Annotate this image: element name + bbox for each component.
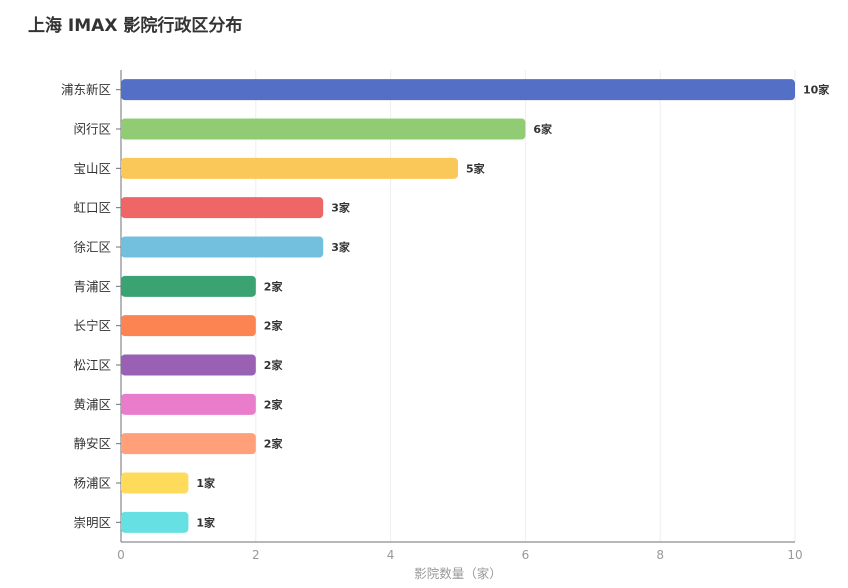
bar-9 [121,433,256,455]
data-label-2: 5家 [466,161,486,175]
category-label-2: 宝山区 [73,161,111,176]
data-label-3: 3家 [331,201,351,215]
data-label-9: 2家 [264,437,284,451]
x-tick-label-3: 6 [522,548,530,562]
data-label-4: 3家 [331,240,351,254]
category-label-4: 徐汇区 [73,240,111,255]
x-tick-label-1: 2 [252,548,260,562]
bar-0 [121,79,795,101]
data-label-0: 10家 [803,83,830,97]
data-label-7: 2家 [264,358,284,372]
data-label-6: 2家 [264,319,284,333]
bar-3 [121,197,324,219]
bar-11 [121,511,189,533]
bar-4 [121,236,324,258]
bar-8 [121,393,256,415]
x-tick-label-2: 4 [387,548,395,562]
x-tick-label-4: 8 [656,548,664,562]
category-label-6: 长宁区 [73,318,111,333]
category-label-11: 崇明区 [73,515,111,530]
bar-7 [121,354,256,376]
category-label-3: 虹口区 [73,200,111,215]
bar-2 [121,157,458,179]
category-label-5: 青浦区 [73,279,111,294]
data-label-8: 2家 [264,397,284,411]
bar-10 [121,472,189,494]
data-label-5: 2家 [264,279,284,293]
category-label-10: 杨浦区 [73,476,111,491]
category-label-0: 浦东新区 [61,82,111,97]
category-label-8: 黄浦区 [73,397,111,412]
x-axis-title: 影院数量（家） [414,566,502,581]
bar-6 [121,315,256,337]
x-tick-label-0: 0 [117,548,125,562]
data-label-1: 6家 [533,122,553,136]
category-label-7: 松江区 [73,358,111,373]
category-label-1: 闵行区 [73,122,111,137]
bar-5 [121,275,256,297]
chart-title: 上海 IMAX 影院行政区分布 [28,16,243,36]
bar-1 [121,118,526,140]
x-tick-label-5: 10 [787,548,802,562]
data-label-10: 1家 [196,476,216,490]
data-label-11: 1家 [196,515,216,529]
category-label-9: 静安区 [73,436,111,451]
